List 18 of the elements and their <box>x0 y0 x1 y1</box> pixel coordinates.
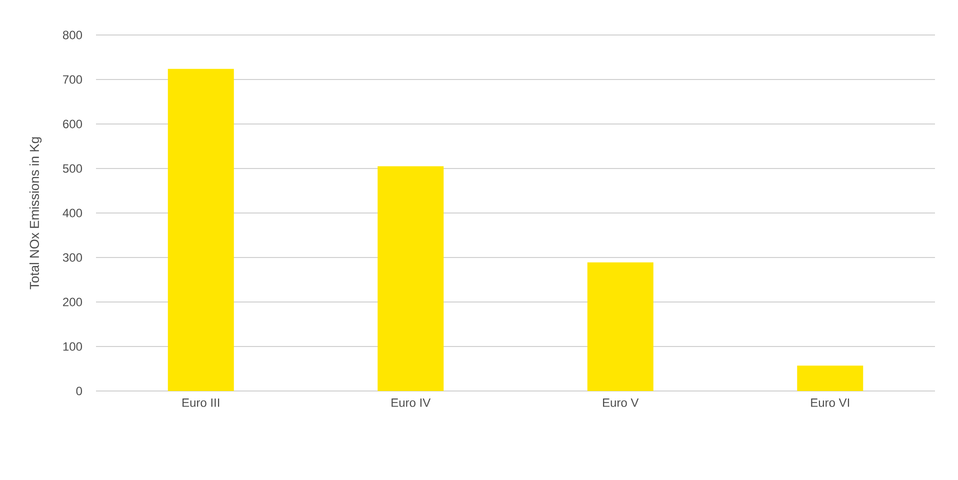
y-tick-label: 100 <box>63 342 82 351</box>
x-tick-label: Euro IV <box>392 398 431 407</box>
y-tick-label: 500 <box>62 164 82 173</box>
x-tick-label: Euro V <box>603 398 639 407</box>
bar <box>797 366 864 391</box>
y-tick-label: 300 <box>62 253 82 262</box>
y-tick-label: 600 <box>63 120 82 128</box>
y-tick-label: 200 <box>63 298 82 306</box>
x-tick-label: Euro III <box>182 398 220 407</box>
y-tick-label: 700 <box>63 75 82 84</box>
y-tick-label: 400 <box>62 208 82 218</box>
x-tick-label: Euro VI <box>811 398 850 407</box>
bar <box>168 68 234 391</box>
y-tick-label: 0 <box>76 386 82 396</box>
bar <box>378 166 444 391</box>
bar <box>587 262 654 391</box>
y-axis-title: Total NOx Emissions in Kg <box>29 137 42 290</box>
y-tick-label: 800 <box>62 30 82 40</box>
